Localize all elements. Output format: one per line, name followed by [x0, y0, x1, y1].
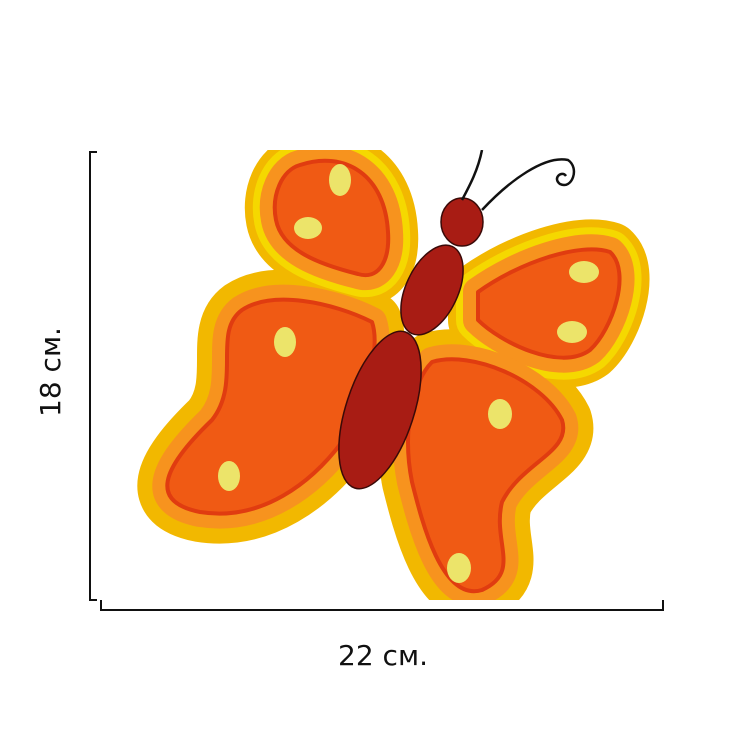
height-label: 18 см.: [34, 327, 67, 417]
width-label: 22 см.: [338, 639, 428, 672]
butterfly: [167, 150, 619, 591]
dimension-lines: [89, 151, 664, 611]
